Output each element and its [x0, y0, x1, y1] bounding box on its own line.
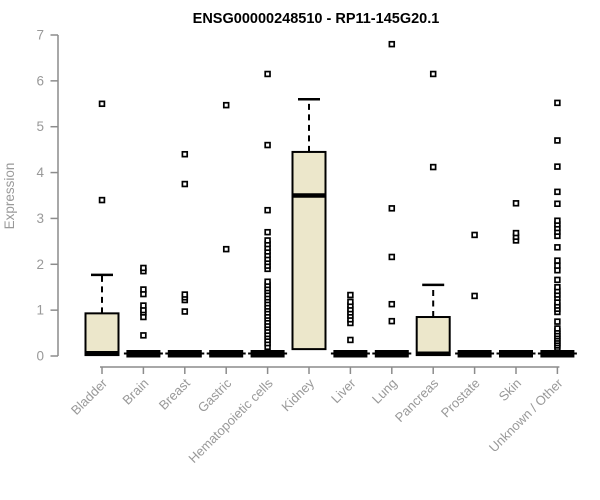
outlier-point — [264, 237, 271, 244]
collapsed-box — [250, 350, 285, 358]
collapsed-box — [167, 350, 202, 358]
outlier-point — [140, 332, 147, 339]
x-tick-label: Bladder — [68, 375, 111, 418]
x-tick-label: Liver — [328, 375, 359, 406]
x-tick-label: Breast — [156, 375, 193, 412]
outlier-point — [181, 308, 189, 315]
outlier-point — [264, 228, 271, 236]
collapsed-box — [209, 350, 244, 358]
outlier-point — [347, 291, 354, 299]
y-axis-title: Expression — [2, 163, 17, 230]
outlier-point — [554, 257, 561, 264]
outlier-point — [264, 70, 271, 78]
outlier-point — [388, 40, 396, 48]
x-tick-label: Pancreas — [392, 375, 442, 425]
outlier-point — [140, 286, 147, 293]
outlier-point — [554, 217, 561, 224]
outlier-point — [554, 244, 561, 251]
collapsed-box — [540, 350, 575, 358]
outlier-point — [554, 262, 561, 269]
outlier-point — [264, 206, 271, 214]
x-tick-label: Skin — [496, 376, 524, 404]
outlier-point — [429, 70, 437, 78]
y-tick-label: 4 — [36, 165, 44, 180]
box — [291, 150, 327, 351]
outlier-point — [388, 205, 396, 212]
chart-title: ENSG00000248510 - RP11-145G20.1 — [193, 11, 440, 27]
x-tick-label: Unknown / Other — [486, 375, 566, 455]
x-tick-label: Brain — [119, 376, 151, 408]
outlier-point — [181, 291, 189, 298]
outlier-point — [264, 278, 271, 285]
outlier-point — [222, 245, 230, 253]
y-tick-label: 0 — [36, 349, 44, 364]
outlier-point — [347, 298, 354, 306]
y-tick-label: 2 — [36, 257, 44, 272]
outlier-point — [554, 163, 561, 170]
x-tick-label: Kidney — [278, 375, 317, 414]
outlier-point — [264, 141, 271, 149]
outlier-point — [181, 180, 189, 188]
outlier-point — [512, 229, 520, 237]
outlier-point — [140, 302, 147, 309]
x-tick-label: Prostate — [438, 376, 483, 421]
outlier-point — [388, 300, 396, 308]
outlier-point — [98, 196, 106, 204]
collapsed-box — [374, 350, 409, 358]
outlier-point — [222, 101, 230, 109]
outlier-point — [388, 253, 396, 261]
outlier-point — [554, 137, 561, 144]
outlier-point — [512, 200, 520, 207]
outlier-point — [429, 163, 437, 171]
y-tick-label: 7 — [36, 28, 44, 43]
outlier-point — [554, 188, 561, 196]
outlier-point — [554, 276, 561, 284]
collapsed-box — [333, 350, 368, 358]
collapsed-box — [126, 350, 161, 358]
outlier-point — [388, 317, 396, 325]
outlier-point — [347, 336, 354, 344]
outlier-point — [140, 264, 147, 272]
outlier-point — [181, 150, 189, 158]
y-tick-label: 6 — [36, 73, 44, 88]
outlier-point — [554, 283, 561, 291]
outlier-point — [554, 325, 561, 332]
x-tick-label: Lung — [369, 376, 400, 407]
y-tick-label: 5 — [36, 119, 44, 134]
box — [415, 316, 451, 357]
outlier-point — [554, 99, 561, 107]
outlier-point — [471, 292, 478, 300]
outlier-point — [471, 231, 478, 239]
outlier-point — [554, 200, 561, 208]
outlier-point — [554, 318, 561, 325]
y-tick-label: 1 — [36, 303, 44, 318]
collapsed-box — [457, 350, 492, 358]
collapsed-box — [499, 350, 533, 358]
x-tick-label: Gastric — [195, 375, 235, 415]
y-tick-label: 3 — [36, 211, 44, 226]
outlier-point — [98, 100, 106, 108]
box — [84, 312, 120, 357]
